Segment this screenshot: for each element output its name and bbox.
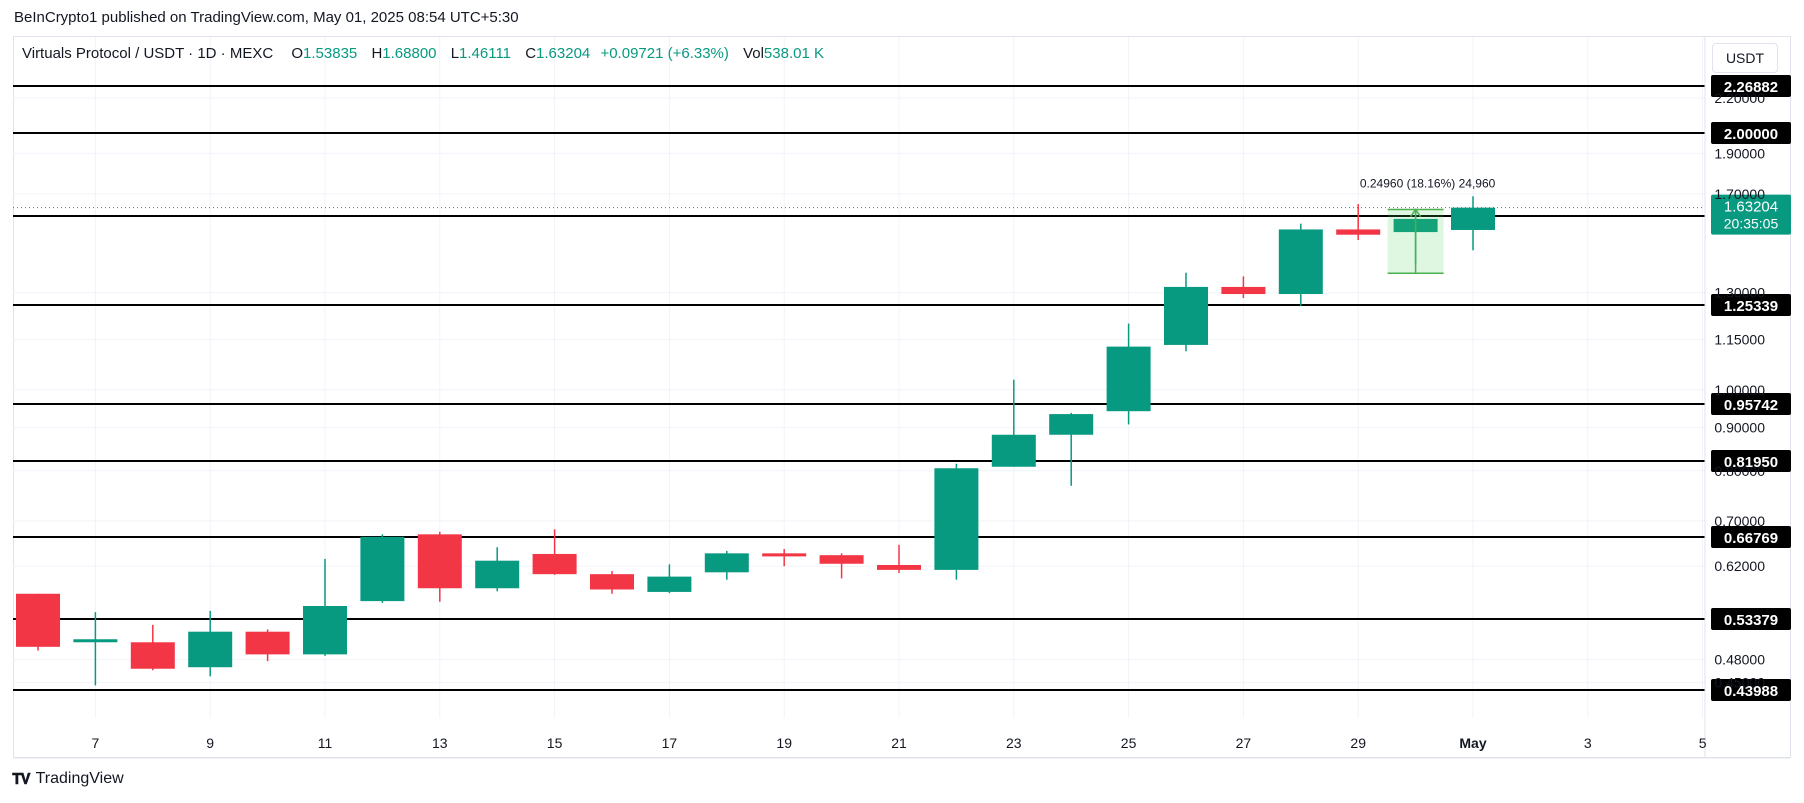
currency-button[interactable]: USDT (1712, 43, 1778, 73)
price-tick-label: 0.48000 (1714, 652, 1765, 668)
candle-body (1336, 229, 1381, 235)
time-tick-label: 17 (662, 735, 678, 751)
candle-body (991, 434, 1036, 467)
candle-body (877, 564, 921, 570)
last-price-badge (1711, 194, 1791, 235)
level-badge (1711, 450, 1791, 472)
candle-body (360, 536, 405, 602)
level-badge (1711, 526, 1791, 548)
measure-arrowhead-icon (1409, 208, 1422, 217)
candle-body (934, 468, 979, 570)
time-tick-label: 21 (891, 735, 907, 751)
time-tick-label: 13 (432, 735, 448, 751)
price-tick-label: 0.70000 (1714, 513, 1765, 529)
level-badge-label: 2.26882 (1724, 79, 1778, 96)
time-tick-label: 19 (776, 735, 792, 751)
footer: 𝐓𝐕 TradingView (12, 770, 124, 788)
time-axis: 7 9 11 13 15 17 19 21 23 25 27 29 May 3 5 (13, 735, 1790, 759)
high-label: H (371, 45, 383, 62)
level-badge-label: 2.00000 (1724, 126, 1778, 143)
symbol-legend: Virtuals Protocol / USDT · 1D · MEXC O1.… (22, 45, 824, 62)
candle-body (16, 593, 60, 647)
time-tick-label: 9 (206, 735, 214, 751)
candles (16, 196, 1495, 686)
candle-body (647, 576, 692, 592)
candle-body (73, 639, 118, 643)
time-tick-label: 7 (92, 735, 100, 751)
candle-body (762, 553, 807, 557)
low-label: L (450, 45, 460, 62)
time-tick-label: 3 (1584, 735, 1592, 751)
low-value: 1.46111 (459, 45, 512, 62)
price-tick-label: 2.20000 (1714, 90, 1765, 106)
high-value: 1.68800 (382, 45, 437, 62)
volume-value: 538.01 K (763, 45, 824, 62)
candle-body (1221, 286, 1266, 295)
level-badge (1711, 393, 1791, 415)
level-badge (1711, 294, 1791, 316)
candle-body (1106, 346, 1151, 412)
price-range-measure: 0.24960 (18.16%) 24,960 (1360, 177, 1496, 274)
time-tick-label: 15 (547, 735, 563, 751)
time-tick-label: 5 (1699, 735, 1707, 751)
price-tick-label: 0.90000 (1714, 420, 1765, 436)
price-tick-label: 0.45000 (1714, 674, 1765, 690)
price-tick-label: 1.15000 (1714, 332, 1765, 348)
candle-body (130, 642, 175, 669)
time-tick-label: 23 (1006, 735, 1022, 751)
publisher-text: BeInCrypto1 published on TradingView.com… (14, 9, 519, 26)
candle-body (303, 606, 347, 655)
candle-body (1049, 414, 1094, 435)
time-tick-label: 11 (318, 735, 333, 751)
price-tick-label: 1.70000 (1714, 186, 1765, 202)
level-badge-label: 0.66769 (1724, 530, 1778, 547)
price-tick-label: 0.80000 (1714, 463, 1765, 479)
level-badge (1711, 608, 1791, 630)
measure-label: 0.24960 (18.16%) 24,960 (1360, 177, 1496, 191)
candle-body (704, 553, 749, 573)
candle-body (590, 574, 634, 590)
candle-body (1278, 229, 1323, 295)
candle-body (1451, 207, 1495, 230)
open-value: 1.53835 (303, 45, 358, 62)
level-badge (1711, 679, 1791, 701)
time-tick-label: 25 (1121, 735, 1137, 751)
level-badge-label: 0.53379 (1724, 612, 1778, 629)
tradingview-logo-icon[interactable]: 𝐓𝐕 (12, 770, 31, 788)
countdown-label: 20:35:05 (1724, 216, 1779, 232)
volume-label: Vol (743, 45, 764, 62)
candle-body (1164, 286, 1208, 345)
candle-body (532, 553, 577, 575)
candle-body (188, 631, 233, 668)
grid (13, 37, 1705, 718)
level-badge (1711, 122, 1791, 144)
candle-body (475, 560, 520, 589)
candle-body (819, 555, 864, 564)
change-value: +0.09721 (+6.33%) (600, 45, 729, 62)
price-tick-label: 1.00000 (1714, 382, 1765, 398)
price-tick-label: 1.90000 (1714, 145, 1765, 161)
level-badge-label: 0.95742 (1724, 397, 1778, 414)
price-tick-label: 1.30000 (1714, 285, 1765, 301)
price-tick-label: 0.62000 (1714, 558, 1765, 574)
time-tick-label: 29 (1350, 735, 1366, 751)
time-tick-label: May (1459, 735, 1486, 751)
close-label: C (525, 45, 537, 62)
open-label: O (291, 45, 304, 62)
time-tick-label: 27 (1236, 735, 1252, 751)
level-badge (1711, 75, 1791, 97)
footer-brand[interactable]: TradingView (35, 770, 124, 787)
price-axis: 0.45000 0.48000 0.62000 0.70000 0.80000 0.900… (1704, 37, 1765, 758)
close-value: 1.63204 (536, 45, 591, 62)
level-badge-label: 0.43988 (1724, 683, 1778, 700)
level-badge-label: 0.81950 (1724, 454, 1778, 471)
candle-body (245, 631, 290, 655)
candle-body (417, 534, 462, 589)
symbol-name[interactable]: Virtuals Protocol / USDT · 1D · MEXC (22, 45, 274, 62)
last-price-label: 1.63204 (1724, 199, 1778, 216)
level-badge-label: 1.25339 (1724, 298, 1778, 315)
support-resistance-levels: 2.268822.000001.591001.253390.957420.819… (13, 75, 1791, 701)
